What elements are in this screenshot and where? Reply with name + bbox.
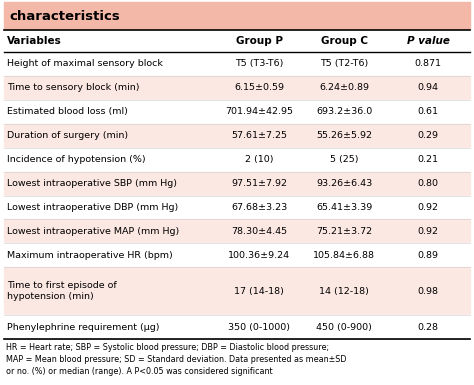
Text: 0.28: 0.28 [418, 323, 438, 331]
Bar [4, 196, 470, 219]
Text: 0.92: 0.92 [418, 203, 438, 212]
Text: 67.68±3.23: 67.68±3.23 [231, 203, 287, 212]
Text: characteristics: characteristics [9, 10, 120, 23]
Bar [4, 30, 470, 52]
Text: Incidence of hypotension (%): Incidence of hypotension (%) [7, 155, 146, 164]
Text: 0.94: 0.94 [418, 84, 438, 92]
Text: 5 (25): 5 (25) [330, 155, 358, 164]
Text: 0.80: 0.80 [418, 179, 438, 188]
Bar [4, 100, 470, 124]
Text: T5 (T3-T6): T5 (T3-T6) [235, 59, 283, 69]
Text: 75.21±3.72: 75.21±3.72 [316, 227, 372, 236]
Text: Phenylephrine requirement (µg): Phenylephrine requirement (µg) [7, 323, 159, 331]
Text: HR = Heart rate; SBP = Systolic blood pressure; DBP = Diastolic blood pressure;: HR = Heart rate; SBP = Systolic blood pr… [6, 343, 329, 352]
Text: 701.94±42.95: 701.94±42.95 [225, 107, 293, 116]
Text: 17 (14-18): 17 (14-18) [234, 287, 284, 296]
Text: 2 (10): 2 (10) [245, 155, 273, 164]
Text: Lowest intraoperative MAP (mm Hg): Lowest intraoperative MAP (mm Hg) [7, 227, 179, 236]
Bar [4, 148, 470, 172]
Text: 100.36±9.24: 100.36±9.24 [228, 251, 290, 260]
Text: 0.29: 0.29 [418, 131, 438, 140]
Bar [4, 315, 470, 339]
Text: MAP = Mean blood pressure; SD = Standard deviation. Data presented as mean±SD: MAP = Mean blood pressure; SD = Standard… [6, 355, 346, 364]
Text: P value: P value [407, 37, 449, 47]
Text: Estimated blood loss (ml): Estimated blood loss (ml) [7, 107, 128, 116]
Text: 0.871: 0.871 [415, 59, 442, 69]
Text: Group P: Group P [236, 37, 283, 47]
Bar [4, 124, 470, 148]
Text: Duration of surgery (min): Duration of surgery (min) [7, 131, 128, 140]
Bar [4, 243, 470, 267]
Text: 65.41±3.39: 65.41±3.39 [316, 203, 372, 212]
Text: 450 (0-900): 450 (0-900) [316, 323, 372, 331]
Text: T5 (T2-T6): T5 (T2-T6) [320, 59, 368, 69]
Text: 0.92: 0.92 [418, 227, 438, 236]
Text: Time to sensory block (min): Time to sensory block (min) [7, 84, 139, 92]
Text: 0.89: 0.89 [418, 251, 438, 260]
Text: 55.26±5.92: 55.26±5.92 [316, 131, 372, 140]
Text: 693.2±36.0: 693.2±36.0 [316, 107, 372, 116]
Text: 6.24±0.89: 6.24±0.89 [319, 84, 369, 92]
Text: 0.61: 0.61 [418, 107, 438, 116]
Bar [4, 76, 470, 100]
Bar [4, 2, 470, 30]
Text: 14 (12-18): 14 (12-18) [319, 287, 369, 296]
Text: 78.30±4.45: 78.30±4.45 [231, 227, 287, 236]
Text: Maximum intraoperative HR (bpm): Maximum intraoperative HR (bpm) [7, 251, 173, 260]
Bar [4, 52, 470, 76]
Text: 0.21: 0.21 [418, 155, 438, 164]
Text: 97.51±7.92: 97.51±7.92 [231, 179, 287, 188]
Text: Lowest intraoperative DBP (mm Hg): Lowest intraoperative DBP (mm Hg) [7, 203, 178, 212]
Text: Lowest intraoperative SBP (mm Hg): Lowest intraoperative SBP (mm Hg) [7, 179, 177, 188]
Text: Variables: Variables [7, 37, 62, 47]
Bar [4, 219, 470, 243]
Text: 93.26±6.43: 93.26±6.43 [316, 179, 372, 188]
Text: 57.61±7.25: 57.61±7.25 [231, 131, 287, 140]
Text: 6.15±0.59: 6.15±0.59 [234, 84, 284, 92]
Text: 350 (0-1000): 350 (0-1000) [228, 323, 290, 331]
Bar [4, 172, 470, 196]
Text: Height of maximal sensory block: Height of maximal sensory block [7, 59, 163, 69]
Text: Group C: Group C [321, 37, 368, 47]
Text: 105.84±6.88: 105.84±6.88 [313, 251, 375, 260]
Text: 0.98: 0.98 [418, 287, 438, 296]
Text: or no. (%) or median (range). A P<0.05 was considered significant: or no. (%) or median (range). A P<0.05 w… [6, 367, 273, 376]
Text: Time to first episode of
hypotension (min): Time to first episode of hypotension (mi… [7, 281, 117, 301]
Bar [4, 267, 470, 315]
